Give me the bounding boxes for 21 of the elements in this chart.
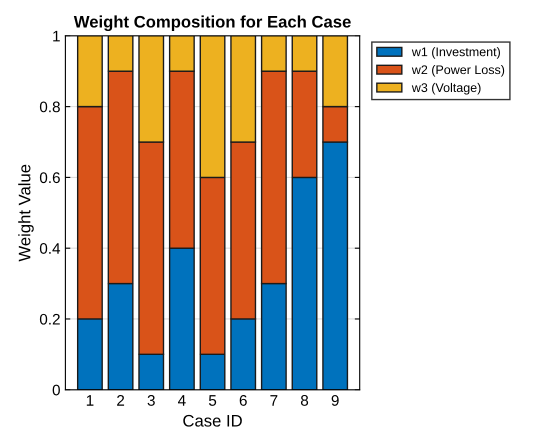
legend-label: w3 (Voltage) [412,82,481,95]
x-tick-label: 6 [240,395,247,406]
y-tick-label: 0.2 [40,314,60,325]
x-tick-label: 5 [208,395,216,406]
x-tick-label: 3 [148,395,155,406]
y-tick-label: 0.6 [40,172,60,184]
y-tick-label: 1 [53,30,60,42]
legend-label: w1 (Investment) [412,47,500,59]
x-tick-label: 1 [86,395,94,406]
x-axis-title: Case ID [183,414,242,427]
x-tick-label: 4 [178,395,186,406]
chart-title: Weight Composition for Each Case [74,15,351,32]
y-tick-label: 0.8 [40,101,60,112]
y-axis-title: Weight Value [18,164,34,262]
y-tick-label: 0 [52,384,60,396]
y-tick-label: 0.4 [40,243,60,254]
legend-label: w2 (Power Loss) [412,64,504,77]
x-tick-label: 8 [300,395,308,406]
x-tick-label: 7 [270,395,278,406]
x-tick-label: 2 [117,395,124,406]
x-tick-label: 9 [332,395,339,406]
